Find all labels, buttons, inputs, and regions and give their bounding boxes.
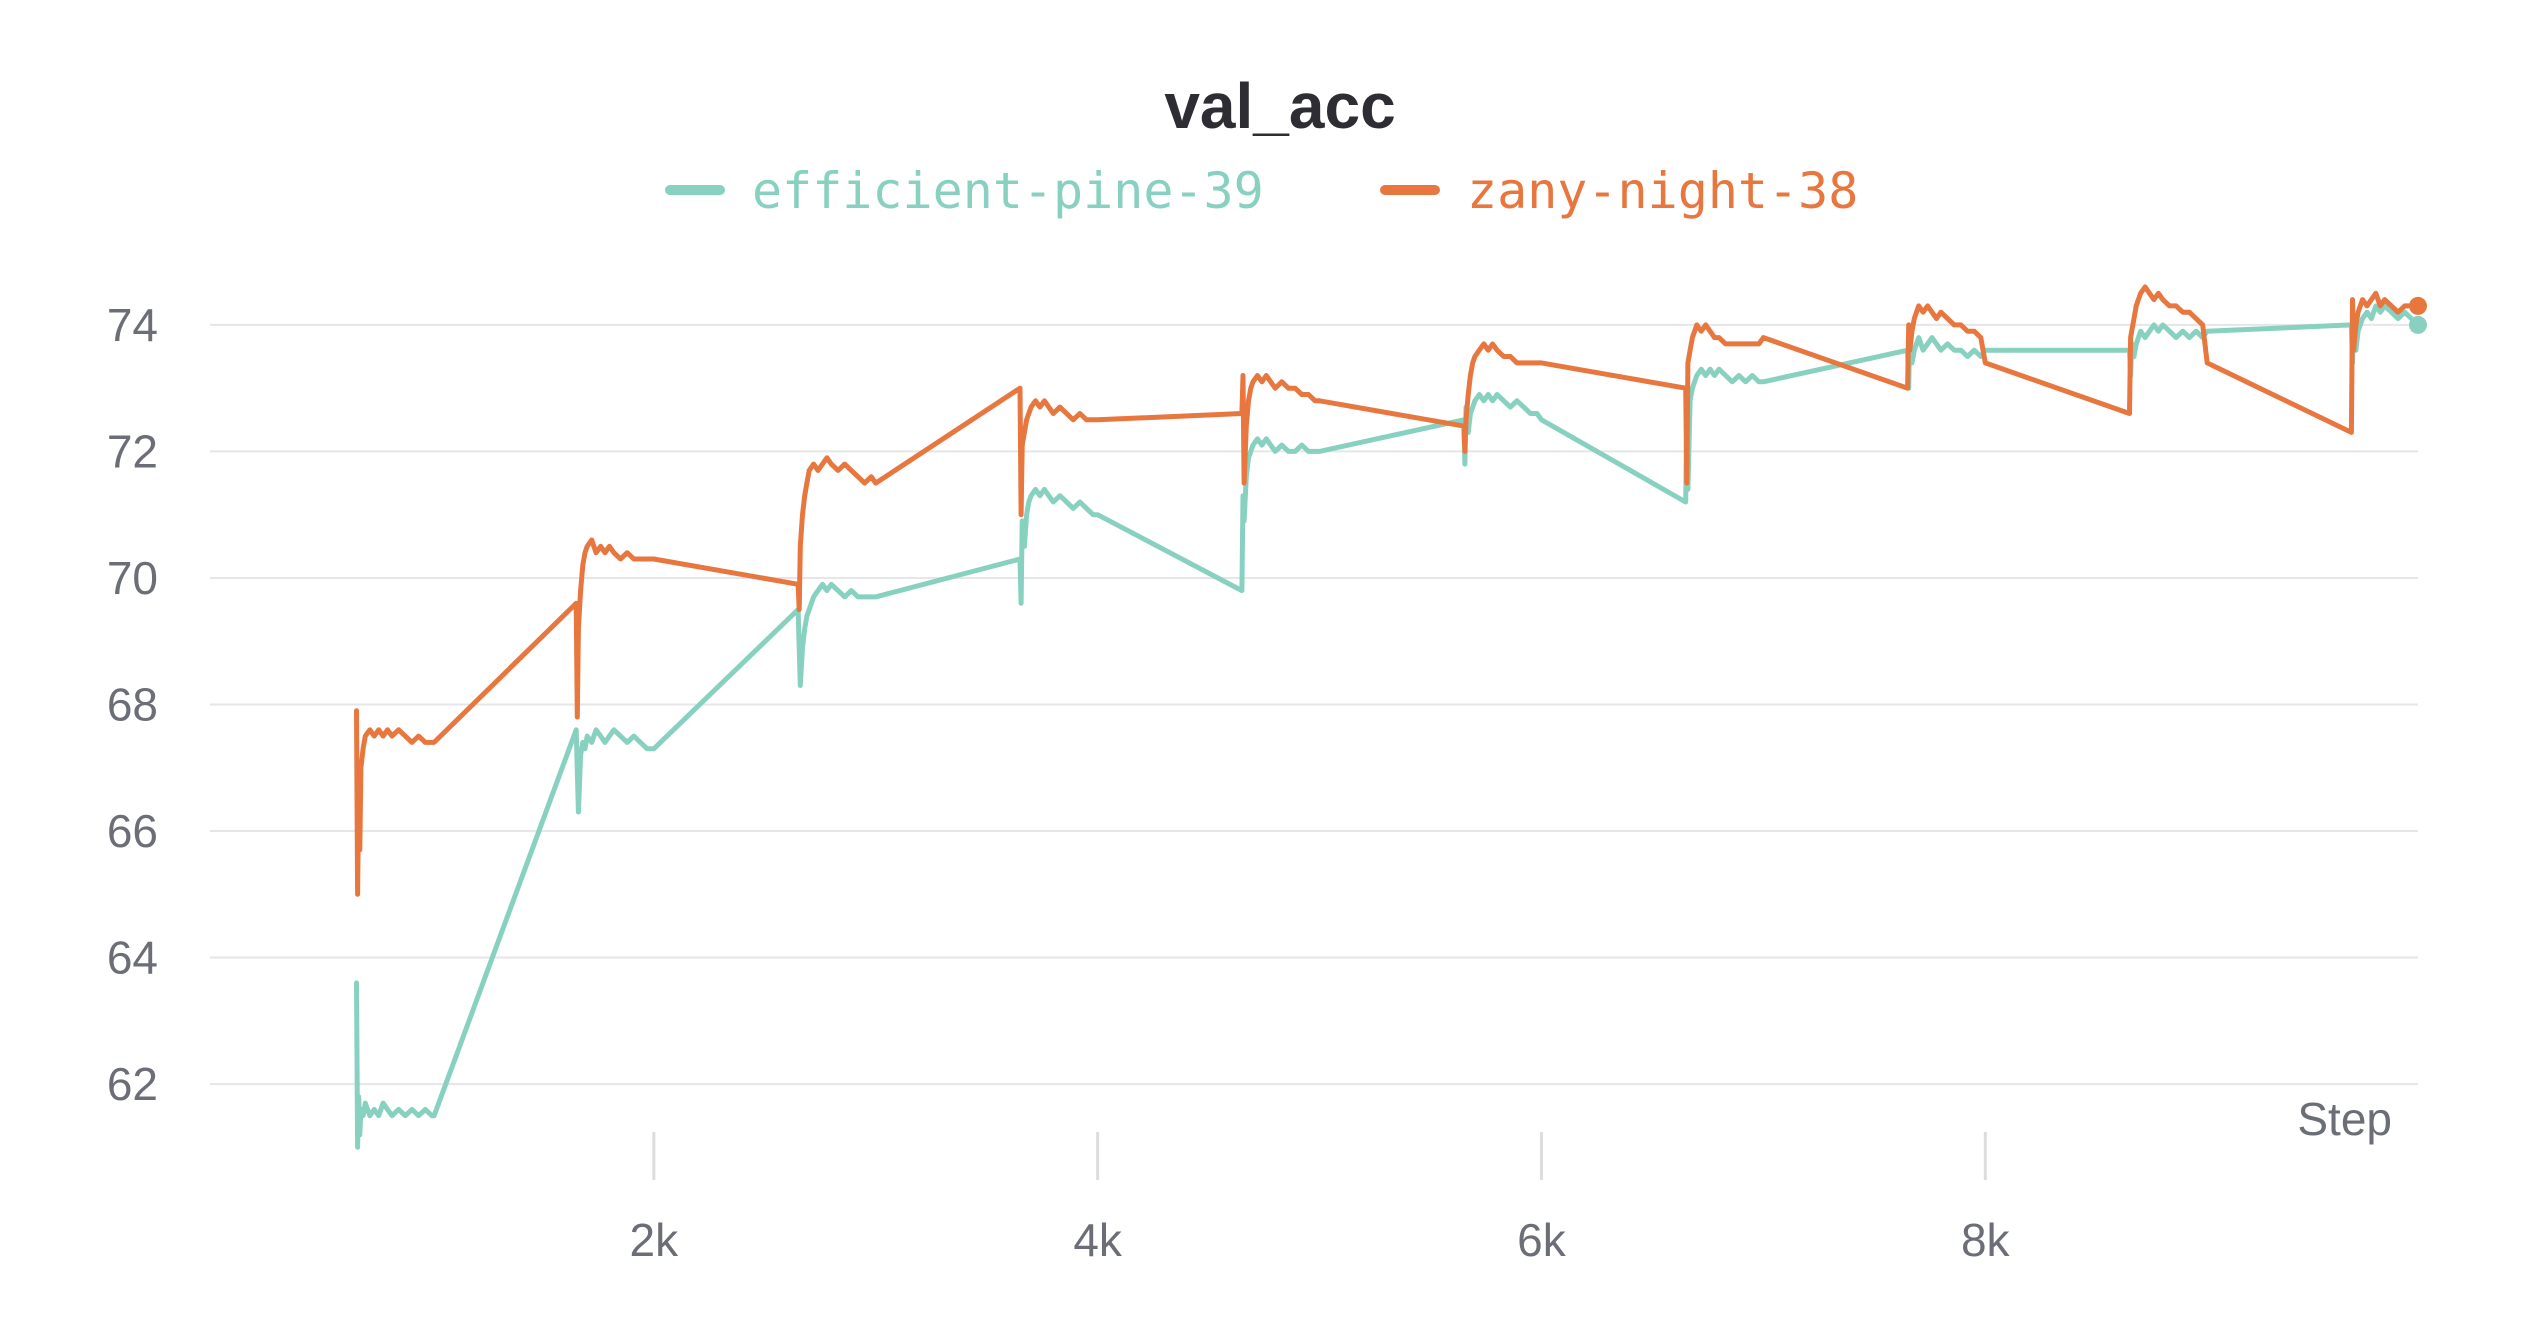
series-endpoints <box>2409 296 2427 334</box>
y-tick-label-62: 62 <box>107 1058 158 1110</box>
x-tick-label-4k: 4k <box>1073 1214 1123 1266</box>
x-tick-label-6k: 6k <box>1517 1214 1567 1266</box>
x-tick-label-8k: 8k <box>1961 1214 2011 1266</box>
y-tick-label-64: 64 <box>107 932 158 984</box>
series-endpoint-efficient-pine-39 <box>2409 315 2427 334</box>
legend-label-efficient-pine-39: efficient-pine-39 <box>752 162 1264 220</box>
gridlines <box>210 323 2418 1086</box>
series-line-zany-night-38 <box>354 284 2421 897</box>
legend: efficient-pine-39 zany-night-38 <box>665 162 1858 220</box>
y-tick-label-66: 66 <box>107 805 158 857</box>
y-tick-label-72: 72 <box>107 425 158 477</box>
series-line-efficient-pine-39 <box>354 303 2421 1150</box>
y-tick-label-70: 70 <box>107 552 158 604</box>
x-axis-ticks: 2k 4k 6k 8k <box>630 1132 2011 1266</box>
x-tick-label-2k: 2k <box>630 1214 680 1266</box>
series-endpoint-zany-night-38 <box>2409 296 2427 315</box>
y-tick-label-68: 68 <box>107 678 158 730</box>
y-axis-ticks: 62 64 66 68 70 72 74 <box>107 299 158 1110</box>
x-axis-label: Step <box>2297 1093 2392 1145</box>
chart-title: val_acc <box>1164 70 1395 142</box>
series-lines <box>354 284 2421 1150</box>
legend-label-zany-night-38: zany-night-38 <box>1467 162 1858 220</box>
y-tick-label-74: 74 <box>107 299 158 351</box>
